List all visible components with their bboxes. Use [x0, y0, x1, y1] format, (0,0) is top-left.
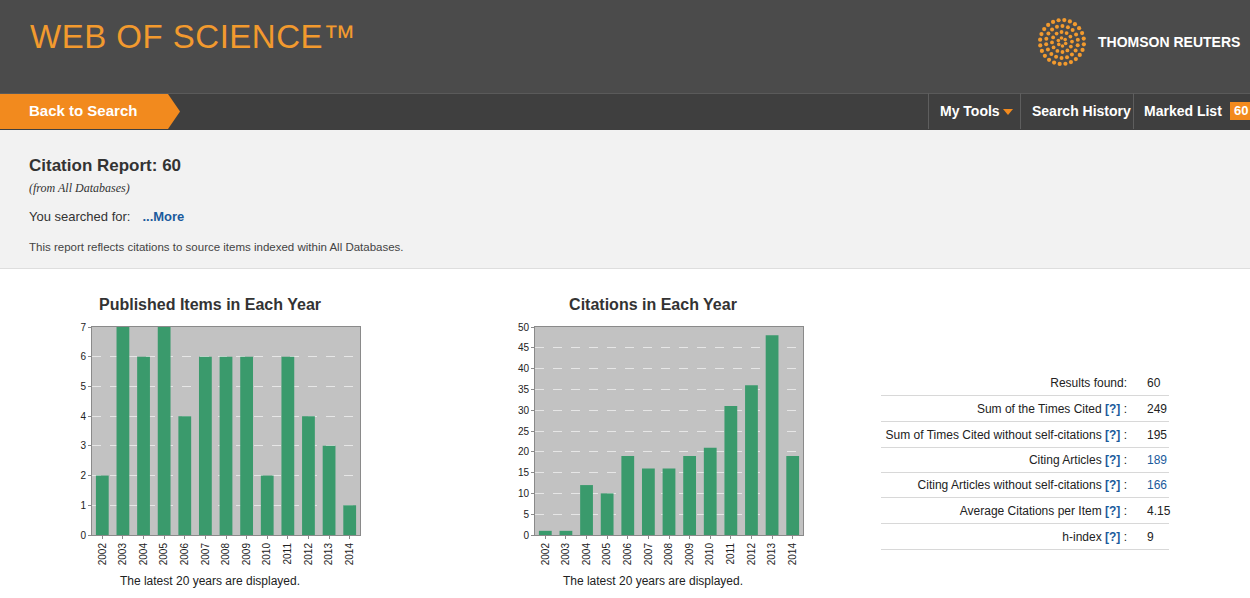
- svg-text:2009: 2009: [684, 543, 695, 566]
- svg-text:5: 5: [523, 509, 529, 520]
- html-text:You searched for:: You searched for:: [29, 209, 131, 224]
- html-text:9: 9: [1147, 530, 1154, 544]
- html-text:4.15: 4.15: [1147, 504, 1171, 518]
- svg-text:2014: 2014: [344, 543, 355, 566]
- svg-text:35: 35: [518, 384, 530, 395]
- svg-text:2006: 2006: [622, 543, 633, 566]
- svg-text:2008: 2008: [663, 543, 674, 566]
- html-text:THOMSON REUTERS: THOMSON REUTERS: [1098, 34, 1241, 50]
- svg-text:45: 45: [518, 342, 530, 353]
- html-text:195: 195: [1147, 428, 1167, 442]
- html-text:Average Citations per Item [?]: Average Citations per Item [?]:: [959, 504, 1127, 518]
- svg-text:0: 0: [80, 530, 86, 541]
- svg-text:40: 40: [518, 363, 530, 374]
- svg-text:2006: 2006: [179, 543, 190, 566]
- svg-text:2014: 2014: [787, 543, 798, 566]
- html-text:166: 166: [1147, 478, 1167, 492]
- html-text:h-index [?]:: h-index [?]:: [1062, 530, 1127, 544]
- html-text:Marked List: Marked List: [1144, 103, 1222, 119]
- html-text:(from All Databases): (from All Databases): [29, 181, 130, 195]
- svg-text:10: 10: [518, 488, 530, 499]
- svg-text:0: 0: [523, 530, 529, 541]
- svg-text:2011: 2011: [725, 543, 736, 565]
- svg-text:2010: 2010: [261, 543, 272, 566]
- svg-text:7: 7: [80, 322, 86, 333]
- html-text:Citing Articles [?]:: Citing Articles [?]:: [1029, 453, 1127, 467]
- html-text:Sum of Times Cited without sel: Sum of Times Cited without self-citation…: [885, 428, 1127, 442]
- html-text:WEB OF SCIENCE™: WEB OF SCIENCE™: [30, 18, 357, 55]
- svg-text:2004: 2004: [138, 543, 149, 566]
- svg-text:3: 3: [80, 440, 86, 451]
- html-text:The latest 20 years are displa: The latest 20 years are displayed.: [562, 574, 743, 588]
- html-text:60: 60: [1234, 103, 1249, 118]
- svg-text:1: 1: [80, 500, 86, 511]
- svg-text:2: 2: [80, 470, 86, 481]
- html-text:Citation Report: 60: Citation Report: 60: [29, 156, 182, 175]
- svg-text:25: 25: [518, 426, 530, 437]
- html-text:249: 249: [1147, 402, 1167, 416]
- svg-text:2007: 2007: [200, 543, 211, 566]
- html-text:Sum of the Times Cited [?]:: Sum of the Times Cited [?]:: [976, 402, 1127, 416]
- svg-text:2013: 2013: [766, 543, 777, 566]
- svg-text:4: 4: [80, 411, 86, 422]
- svg-text:30: 30: [518, 405, 530, 416]
- html-text:60: 60: [1147, 376, 1161, 390]
- svg-text:2003: 2003: [117, 543, 128, 566]
- svg-text:2008: 2008: [220, 543, 231, 566]
- svg-text:2007: 2007: [643, 543, 654, 566]
- svg-text:2010: 2010: [704, 543, 715, 566]
- html-text:189: 189: [1147, 453, 1167, 467]
- svg-text:2003: 2003: [560, 543, 571, 566]
- svg-text:20: 20: [518, 446, 530, 457]
- svg-text:2012: 2012: [303, 543, 314, 566]
- svg-text:2011: 2011: [282, 543, 293, 565]
- html-text:Back to Search: Back to Search: [29, 102, 138, 119]
- svg-text:Citations in Each Year: Citations in Each Year: [569, 296, 737, 313]
- svg-text:6: 6: [80, 351, 86, 362]
- svg-text:2013: 2013: [323, 543, 334, 566]
- svg-text:5: 5: [80, 381, 86, 392]
- svg-text:15: 15: [518, 467, 530, 478]
- svg-text:Published Items in Each Year: Published Items in Each Year: [99, 296, 321, 313]
- html-text:This report reflects citations: This report reflects citations to source…: [29, 241, 404, 253]
- html-text:...More: ...More: [142, 209, 185, 224]
- html-text:The latest 20 years are displa: The latest 20 years are displayed.: [119, 574, 300, 588]
- svg-text:2012: 2012: [746, 543, 757, 566]
- html-text:My Tools: My Tools: [940, 103, 1000, 119]
- svg-text:2009: 2009: [241, 543, 252, 566]
- html-text:Results found:: Results found:: [1050, 376, 1127, 390]
- svg-text:2005: 2005: [601, 543, 612, 566]
- html-text:Search History: Search History: [1032, 103, 1131, 119]
- svg-text:50: 50: [518, 322, 530, 333]
- svg-text:2002: 2002: [540, 543, 551, 566]
- svg-text:2005: 2005: [158, 543, 169, 566]
- svg-text:2002: 2002: [97, 543, 108, 566]
- html-text:Citing Articles without self-c: Citing Articles without self-citations […: [917, 478, 1127, 492]
- svg-text:2004: 2004: [581, 543, 592, 566]
